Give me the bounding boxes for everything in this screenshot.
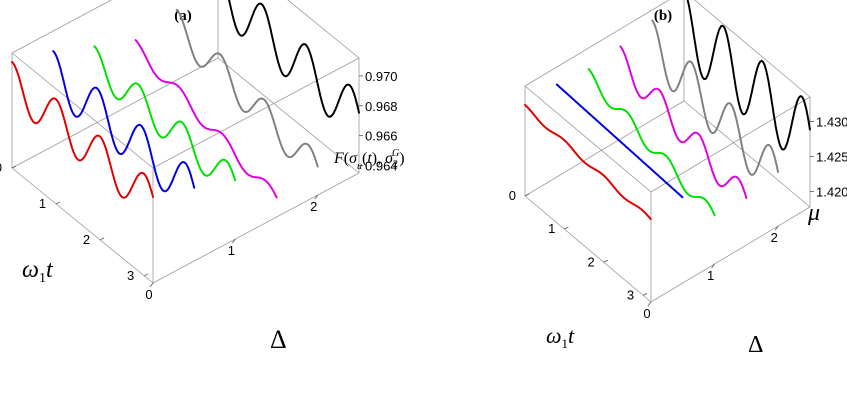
- box-edge: [11, 167, 154, 284]
- series-3-line: [587, 68, 716, 217]
- panel-b-mu-ticks: 1.420 1.425 1.430: [810, 115, 847, 200]
- delta-tick-label: 0: [643, 306, 650, 321]
- delta-tick-mark: [149, 282, 154, 288]
- box-edge: [694, 0, 811, 98]
- box-edge: [524, 195, 652, 303]
- delta-tick-label: 1: [228, 243, 235, 258]
- box-edge: [152, 57, 360, 169]
- panel-b-delta-axis-label: Δ: [748, 332, 763, 358]
- box-edge: [683, 100, 811, 208]
- delta-tick-mark: [314, 194, 319, 200]
- time-tick-label: 0: [0, 160, 2, 175]
- vertical-tick-label: 1.425: [816, 150, 847, 165]
- time-tick-label: 2: [83, 232, 90, 247]
- time-tick-label: 1: [39, 196, 46, 211]
- series-4-line: [134, 39, 278, 199]
- panel-a-curves: [11, 0, 360, 199]
- series-1-line: [524, 103, 652, 221]
- box-edge: [524, 0, 670, 87]
- panel-b-mu-axis-label: μ: [807, 200, 820, 226]
- time-tick-mark: [564, 226, 569, 230]
- time-tick-mark: [524, 193, 530, 197]
- time-tick-mark: [642, 293, 648, 296]
- series-1-line: [11, 61, 154, 199]
- time-tick-mark: [99, 237, 105, 241]
- series-6-line: [228, 0, 360, 118]
- time-tick-label: 1: [548, 221, 555, 236]
- time-tick-label: 0: [509, 188, 516, 203]
- vertical-tick-label: 0.970: [365, 69, 398, 84]
- series-6-line: [686, 0, 811, 151]
- delta-tick-mark: [232, 238, 236, 244]
- panel-b-curves: [524, 0, 811, 221]
- delta-tick-mark: [774, 225, 779, 231]
- panel-b-delta-ticks: 0 1 2: [643, 225, 779, 321]
- series-5-line: [175, 8, 319, 168]
- delta-tick-label: 2: [310, 199, 317, 214]
- panel-b: (b) 0 1 2 3 0 1 2 1.420 1.425 1.430 μ ω1t Δ: [509, 0, 847, 358]
- time-tick-mark: [603, 259, 608, 263]
- box-edge: [11, 0, 113, 54]
- box-edge: [152, 172, 360, 284]
- series-5-line: [651, 19, 780, 176]
- time-tick-label: 2: [588, 254, 595, 269]
- panel-b-box: [524, 0, 811, 303]
- time-tick-label: 3: [627, 287, 634, 302]
- series-4-line: [619, 45, 748, 199]
- series-3-line: [93, 45, 237, 182]
- box-edge: [650, 206, 811, 303]
- panel-a-time-ticks: 0 1 2 3: [0, 160, 149, 283]
- panel-b-time-axis-label: ω1t: [546, 323, 575, 351]
- panel-a-delta-axis-label: Δ: [270, 325, 287, 354]
- time-tick-mark: [11, 165, 17, 169]
- vertical-tick-label: 0.966: [365, 129, 398, 144]
- panel-a-delta-ticks: 0 1 2: [145, 194, 319, 302]
- box-edge: [524, 85, 652, 193]
- series-2-line: [52, 50, 196, 193]
- delta-tick-label: 0: [145, 287, 152, 302]
- panel-a-box: [11, 0, 360, 284]
- panel-b-label: (b): [654, 8, 672, 24]
- vertical-tick-label: 0.968: [365, 99, 398, 114]
- vertical-tick-label: 1.430: [816, 115, 847, 130]
- delta-tick-label: 2: [771, 230, 778, 245]
- delta-tick-mark: [647, 301, 652, 307]
- box-edge: [524, 100, 685, 197]
- delta-tick-mark: [711, 263, 715, 269]
- delta-tick-label: 1: [707, 268, 714, 283]
- time-tick-label: 3: [127, 268, 134, 283]
- panel-a-fidelity-ticks: 0.964 0.966 0.968 0.970: [359, 69, 398, 174]
- time-tick-mark: [144, 273, 149, 277]
- series-2-line: [555, 83, 684, 199]
- panel-a-fidelity-axis-label: F(σu(t), σ2G): [333, 148, 405, 172]
- box-edge: [217, 57, 360, 174]
- box-edge: [11, 57, 219, 169]
- time-tick-mark: [55, 201, 61, 205]
- vertical-tick-label: 0.964: [365, 159, 398, 174]
- vertical-tick-label: 1.420: [816, 185, 847, 200]
- panel-b-time-ticks: 0 1 2 3: [509, 188, 648, 302]
- panel-a-time-axis-label: ω1t: [22, 257, 54, 286]
- box-edge: [287, 0, 360, 59]
